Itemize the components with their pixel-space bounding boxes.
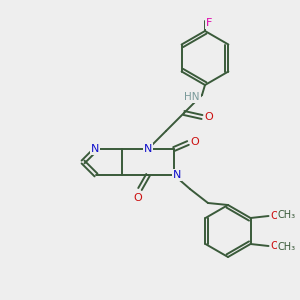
Text: HN: HN — [184, 92, 200, 102]
Text: O: O — [270, 241, 279, 251]
Text: CH₃: CH₃ — [278, 210, 296, 220]
Text: O: O — [205, 112, 213, 122]
Text: N: N — [173, 170, 181, 180]
Text: O: O — [134, 193, 142, 203]
Text: N: N — [91, 144, 99, 154]
Text: N: N — [144, 144, 152, 154]
Text: F: F — [206, 18, 212, 28]
Text: CH₃: CH₃ — [278, 242, 296, 252]
Text: O: O — [190, 137, 200, 147]
Text: O: O — [270, 211, 279, 221]
